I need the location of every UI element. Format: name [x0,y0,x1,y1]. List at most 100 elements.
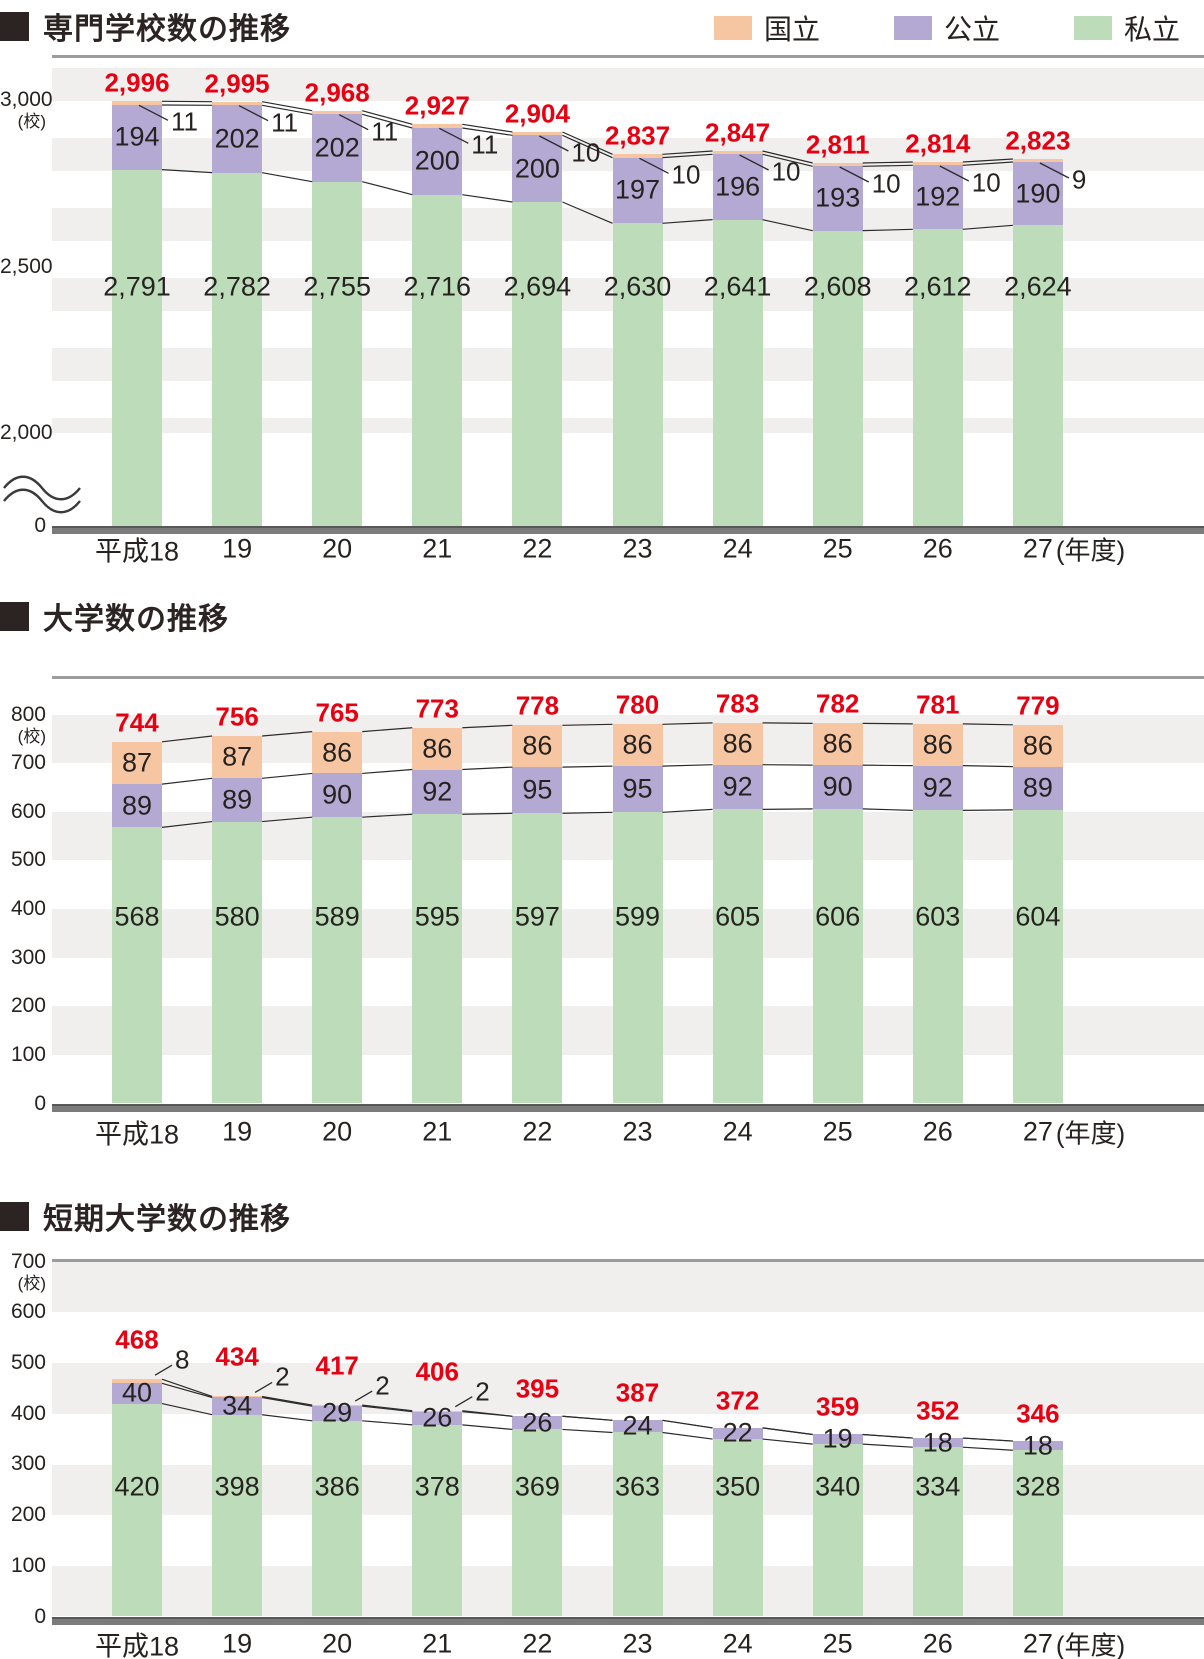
x-axis-category-label: 27 [1022,533,1053,564]
x-axis-category-label: 20 [322,1116,353,1147]
bar-segment-public [412,1411,463,1425]
private-value-label: 369 [514,1471,560,1502]
bar-segment-national [112,101,162,105]
national-value-label: 86 [722,728,753,759]
bar-segment-private [1012,1450,1063,1617]
total-value-label: 352 [916,1395,960,1426]
public-value-label: 22 [722,1417,753,1448]
series-line [262,772,313,779]
private-value-label: 398 [214,1471,260,1502]
public-value-label: 95 [622,773,653,804]
y-axis-tick-label: 500 [10,1351,46,1374]
bar-segment-private [512,1429,563,1617]
bar-segment-public [612,766,663,813]
private-value-label: 604 [1015,901,1061,932]
public-value-label: 190 [1015,178,1061,209]
private-color-swatch [1074,16,1112,40]
chart3-title: 短期大学数の推移 [43,1203,291,1236]
y-axis-tick-label: 0 [34,1091,46,1115]
x-axis-baseline [52,1616,1204,1625]
public-value-label: 197 [614,174,661,205]
bar-segment-national [612,154,663,158]
private-value-label: 589 [314,901,360,932]
series-line [662,1431,713,1440]
bar-segment-public [312,1406,363,1421]
national-value-label: 10 [971,167,1001,198]
y-axis-tick-label: 2,000 [0,421,53,445]
private-value-label: 340 [815,1471,861,1502]
series-line [762,1438,813,1445]
bar-segment-public [1012,766,1063,810]
y-axis-tick-label: 100 [10,1042,46,1066]
public-value-label: 89 [222,784,253,815]
bar-segment-national [212,1396,263,1398]
bar-segment-public [312,773,363,818]
public-value-label: 194 [114,121,160,152]
national-value-label: 11 [271,107,299,138]
national-value-label: 10 [571,137,601,168]
bar-segment-national [712,722,763,765]
bar-segment-national [712,150,763,155]
bar-segment-public [1012,1441,1063,1451]
national-value-label: 11 [471,129,499,160]
x-axis-category-label: 22 [522,1116,553,1147]
bar-segment-private [1012,225,1063,526]
private-value-label: 328 [1015,1471,1061,1502]
series-line [962,1446,1013,1451]
series-line [262,1414,313,1422]
total-value-label: 2,814 [905,128,971,159]
private-value-label: 2,641 [703,271,772,302]
public-value-label: 19 [822,1423,853,1454]
series-line [962,1437,1013,1442]
x-axis-category-label: 24 [722,1116,753,1147]
legend-label-private: 私立 [1124,14,1181,45]
bar-segment-private [912,229,963,526]
bar-segment-national [412,727,463,770]
series-line [462,766,513,771]
bar-segment-private [212,172,263,526]
y-axis-tick-label: 3,000 [0,88,53,111]
public-value-label: 192 [915,181,961,212]
national-value-label: 86 [422,733,453,764]
bar-segment-public [712,764,763,810]
x-axis-unit-label: (年度) [1055,1118,1126,1149]
bar-segment-private [612,1432,663,1617]
total-value-label: 781 [916,689,960,720]
bar-segment-private [512,201,563,526]
axis-break-icon [3,475,81,501]
public-value-label: 26 [422,1402,453,1433]
total-value-label: 756 [215,701,259,732]
x-axis-category-label: 27 [1022,1116,1053,1147]
bar-segment-national [112,741,162,785]
plot-top-border [52,55,1204,58]
private-value-label: 605 [715,901,761,932]
series-line [462,194,513,203]
bar-segment-private [412,814,463,1104]
x-axis-category-label: 25 [822,1116,853,1147]
public-value-label: 34 [222,1390,253,1421]
public-value-label: 40 [121,1377,153,1408]
chart3-header: 短期大学数の推移 [0,1194,291,1238]
private-value-label: 2,694 [503,271,572,302]
public-value-label: 90 [322,779,353,810]
series-line [762,1427,813,1436]
total-value-label: 417 [315,1350,359,1381]
series-line [161,777,213,785]
y-axis-unit-label: (校) [17,1273,46,1293]
total-value-label: 395 [515,1373,560,1404]
series-line [362,768,413,775]
private-value-label: 2,612 [904,271,972,302]
plot-stripe [52,68,1204,101]
total-value-label: 783 [715,688,760,719]
public-value-label: 193 [815,182,861,213]
total-value-label: 2,847 [705,117,771,148]
y-axis-tick-label: 800 [10,702,46,726]
y-axis-tick-label: 2,500 [0,254,53,278]
x-axis-category-label: 25 [822,533,853,564]
y-axis-unit-label: (校) [17,112,46,131]
national-value-label: 10 [871,168,901,199]
x-axis-category-label: 24 [722,533,753,564]
bar-segment-public [512,767,563,814]
bar-segment-private [412,1424,463,1617]
bar-segment-private [912,810,963,1104]
